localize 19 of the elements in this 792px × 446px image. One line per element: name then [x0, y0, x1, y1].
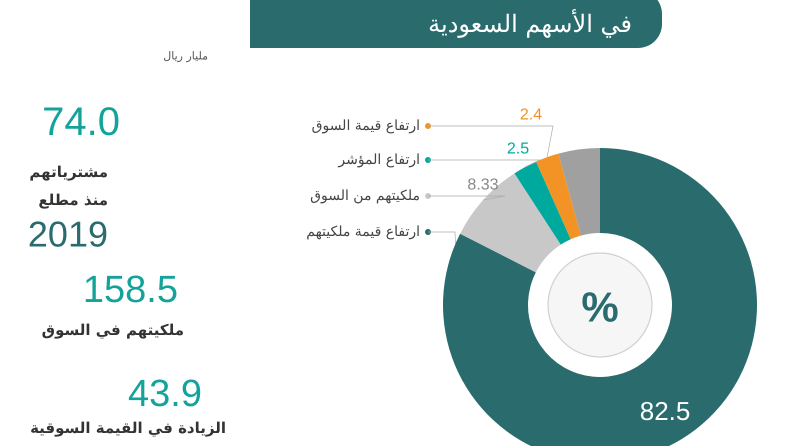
data-label: 2.5 [506, 140, 530, 158]
data-label: 2.4 [520, 106, 542, 124]
data-label: 82.5 [640, 396, 690, 426]
text: 43.9 [128, 373, 202, 415]
legend-label: ارتفاع قيمة ملكيتهم [306, 224, 420, 240]
legend-label: ملكيتهم من السوق [310, 188, 420, 204]
title: في الأسهم السعودية [428, 10, 632, 38]
text: 158.5 [82, 269, 178, 311]
text: الزيادة في القيمة السوقية [30, 419, 226, 437]
title: مليار ريال [163, 50, 208, 62]
text: ملكيتهم في السوق [42, 321, 184, 339]
text: % [581, 284, 619, 330]
data-label: 8.33 [467, 176, 499, 194]
text: 74.0 [42, 100, 120, 144]
legend-label: ارتفاع قيمة السوق [312, 118, 420, 134]
text: مشترياتهم [29, 163, 108, 181]
text: 2019 [28, 214, 108, 254]
legend-label: ارتفاع المؤشر [337, 152, 420, 168]
text: منذ مطلع [38, 191, 108, 209]
